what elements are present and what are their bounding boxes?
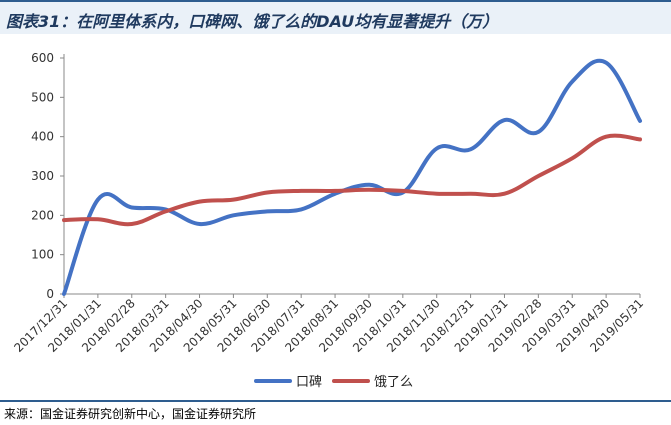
y-tick-label: 100	[31, 248, 54, 262]
y-tick-label: 0	[46, 287, 54, 301]
axes	[60, 54, 641, 298]
source-note: 来源：国金证券研究创新中心，国金证券研究所	[4, 407, 257, 421]
y-axis-tick-labels: 0 100 200 300 400 500 600	[31, 51, 54, 301]
y-tick-label: 400	[31, 130, 54, 144]
y-tick-label: 300	[31, 169, 54, 183]
y-tick-label: 500	[31, 90, 54, 104]
x-axis-tick-labels: 2017/12/312018/01/312018/02/282018/03/31…	[11, 296, 646, 355]
line-chart: 0 100 200 300 400 500 600 2017/12/312018/01/31…	[11, 51, 646, 390]
series-line-1	[62, 58, 642, 296]
legend-label-2: 饿了么	[374, 375, 413, 390]
series-line-2	[62, 133, 642, 227]
bottom-divider	[0, 400, 671, 402]
title-bar: 图表31：在阿里体系内，口碑网、饿了么的DAU均有显著提升（万）	[0, 0, 671, 34]
chart-title: 图表31：在阿里体系内，口碑网、饿了么的DAU均有显著提升（万）	[6, 12, 499, 31]
y-tick-label: 600	[31, 51, 54, 65]
legend-label-1: 口碑	[296, 374, 322, 390]
series-lines	[62, 58, 642, 296]
y-tick-label: 200	[31, 208, 54, 222]
legend: 口碑 饿了么	[254, 374, 413, 390]
